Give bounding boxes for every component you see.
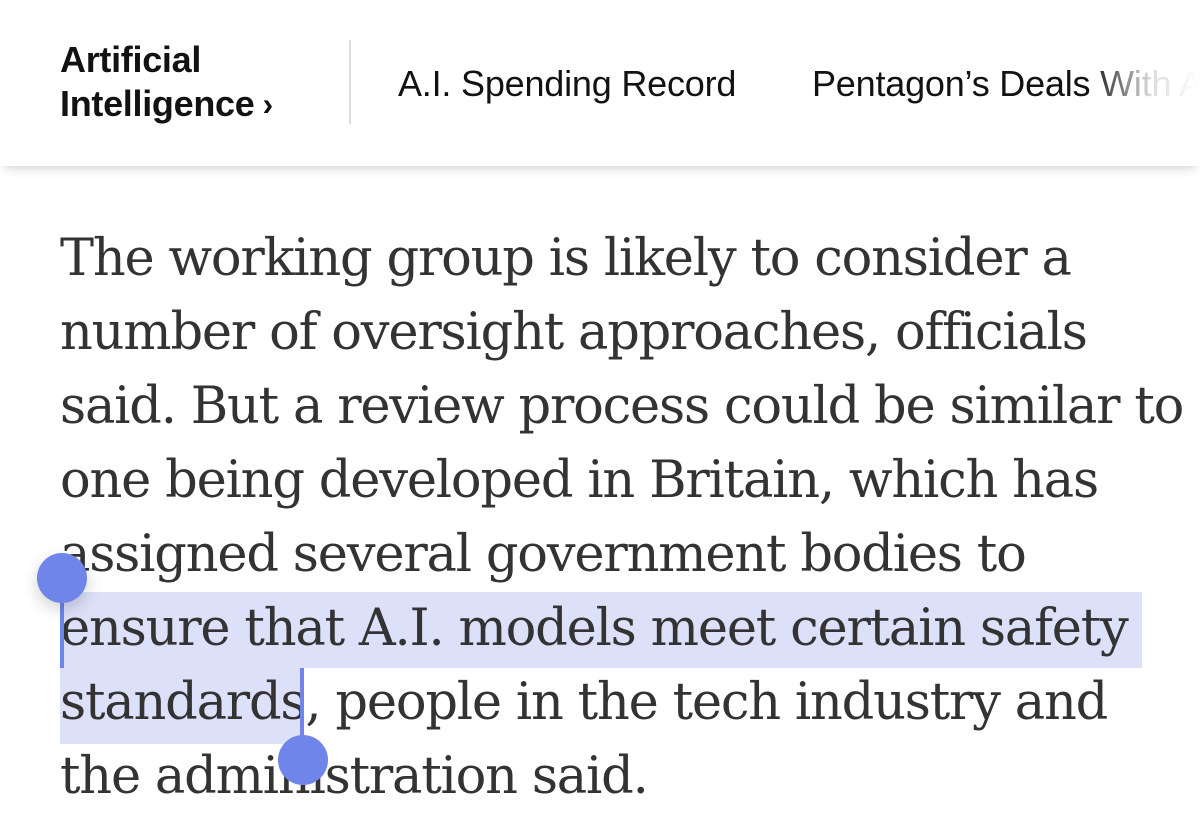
paragraph-line: assigned several government bodies to: [60, 525, 1027, 584]
selection-end-handle[interactable]: [278, 735, 328, 785]
text-selection-highlight: [60, 592, 1142, 668]
section-title-line-1: Artificial: [60, 39, 202, 80]
paragraph-line: The working group is likely to consider …: [60, 229, 1072, 288]
paragraph-line: the administration said.: [60, 747, 649, 806]
paragraph-line: ensure that A.I. models meet certain saf…: [60, 599, 1129, 658]
paragraph-line: number of oversight approaches, official…: [60, 303, 1088, 362]
chevron-right-icon: ›: [262, 86, 273, 122]
nav-divider: [349, 40, 351, 124]
selection-end-handle-stem[interactable]: [300, 668, 304, 754]
section-title-line-2: Intelligence ›: [60, 82, 273, 127]
selection-start-handle-stem[interactable]: [60, 580, 64, 668]
text-selection-highlight: [60, 668, 302, 744]
section-nav-bar: Artificial Intelligence › A.I. Spending R…: [0, 0, 1200, 166]
article-paragraph: The working group is likely to consider …: [60, 222, 1184, 814]
paragraph-line: said. But a review process could be simi…: [60, 377, 1184, 436]
nav-item-ai-spending-record[interactable]: A.I. Spending Record: [398, 63, 737, 104]
nav-item-pentagons-deals[interactable]: Pentagon’s Deals With A: [812, 63, 1200, 104]
section-title-word: Intelligence: [60, 83, 255, 124]
paragraph-line: one being developed in Britain, which ha…: [60, 451, 1099, 510]
selection-start-handle[interactable]: [37, 553, 87, 603]
section-link-artificial-intelligence[interactable]: Artificial Intelligence ›: [60, 38, 273, 127]
paragraph-line: standards, people in the tech industry a…: [60, 673, 1108, 732]
